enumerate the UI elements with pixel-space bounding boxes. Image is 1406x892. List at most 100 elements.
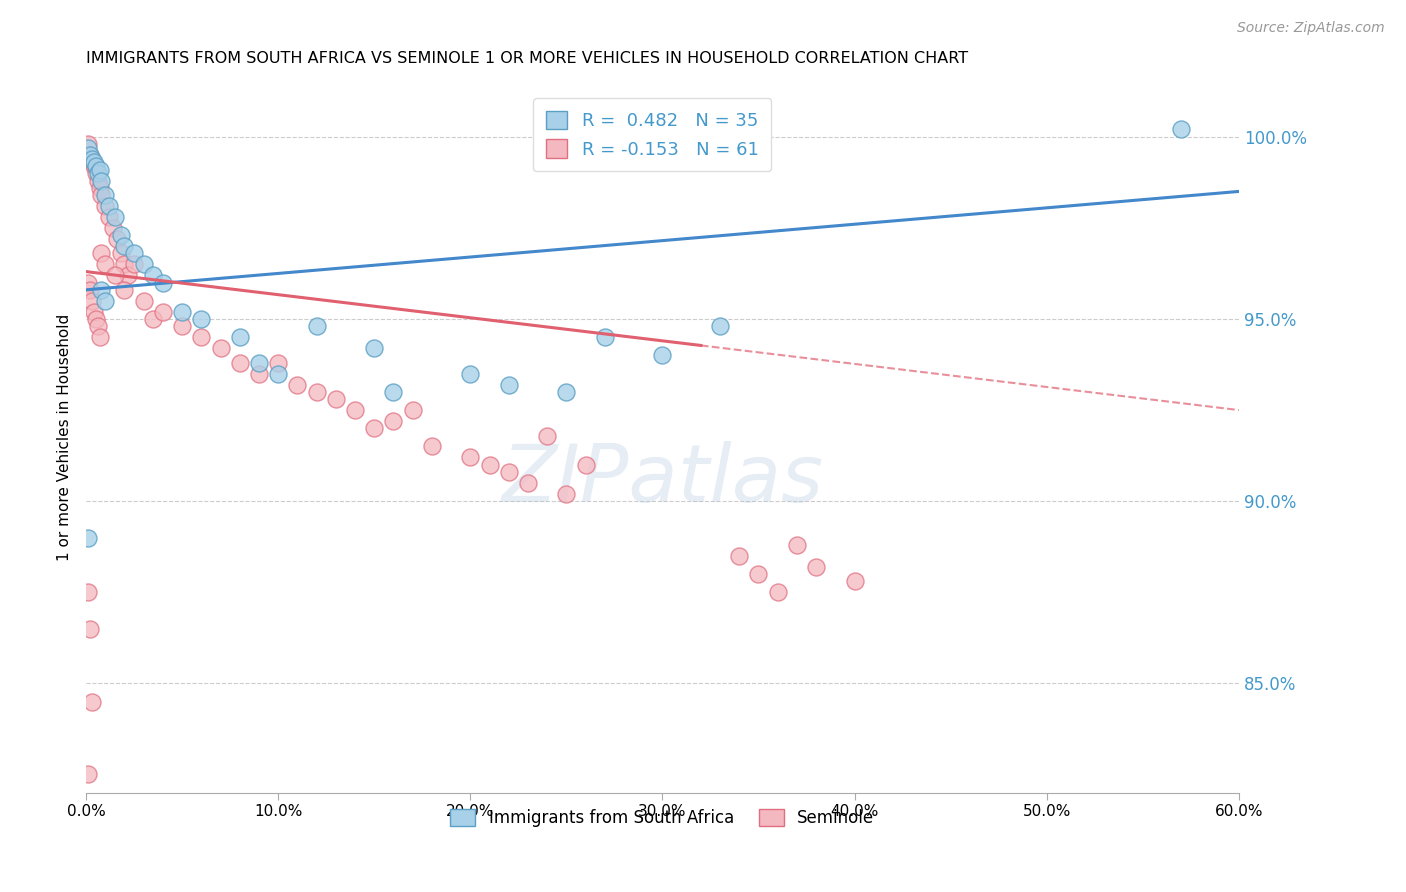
Point	[110, 228, 132, 243]
Point	[122, 246, 145, 260]
Point	[498, 377, 520, 392]
Point	[105, 232, 128, 246]
Point	[458, 450, 481, 465]
Point	[593, 330, 616, 344]
Point	[172, 304, 194, 318]
Point	[766, 585, 789, 599]
Point	[498, 465, 520, 479]
Point	[79, 148, 101, 162]
Point	[458, 367, 481, 381]
Point	[117, 268, 139, 283]
Point	[79, 148, 101, 162]
Point	[728, 549, 751, 563]
Point	[104, 268, 127, 283]
Point	[363, 421, 385, 435]
Point	[114, 239, 136, 253]
Point	[94, 293, 117, 308]
Point	[84, 159, 107, 173]
Point	[80, 152, 103, 166]
Point	[152, 304, 174, 318]
Point	[574, 458, 596, 472]
Point	[94, 199, 117, 213]
Point	[89, 181, 111, 195]
Point	[79, 283, 101, 297]
Point	[77, 531, 100, 545]
Point	[142, 312, 165, 326]
Point	[83, 304, 105, 318]
Point	[110, 246, 132, 260]
Point	[152, 276, 174, 290]
Point	[101, 220, 124, 235]
Point	[86, 319, 108, 334]
Point	[142, 268, 165, 283]
Point	[77, 137, 100, 152]
Point	[89, 162, 111, 177]
Point	[132, 293, 155, 308]
Point	[104, 210, 127, 224]
Point	[229, 356, 252, 370]
Point	[94, 188, 117, 202]
Point	[98, 199, 121, 213]
Point	[77, 585, 100, 599]
Point	[114, 283, 136, 297]
Point	[305, 384, 328, 399]
Point	[804, 559, 827, 574]
Point	[84, 312, 107, 326]
Point	[305, 319, 328, 334]
Point	[83, 155, 105, 169]
Point	[267, 367, 290, 381]
Text: Source: ZipAtlas.com: Source: ZipAtlas.com	[1237, 21, 1385, 35]
Text: IMMIGRANTS FROM SOUTH AFRICA VS SEMINOLE 1 OR MORE VEHICLES IN HOUSEHOLD CORRELA: IMMIGRANTS FROM SOUTH AFRICA VS SEMINOLE…	[86, 51, 969, 66]
Point	[363, 341, 385, 355]
Point	[229, 330, 252, 344]
Point	[651, 348, 673, 362]
Point	[77, 141, 100, 155]
Point	[84, 166, 107, 180]
Y-axis label: 1 or more Vehicles in Household: 1 or more Vehicles in Household	[58, 314, 72, 561]
Point	[382, 414, 405, 428]
Point	[786, 538, 808, 552]
Point	[555, 487, 578, 501]
Point	[287, 377, 309, 392]
Point	[709, 319, 731, 334]
Point	[209, 341, 232, 355]
Point	[80, 155, 103, 169]
Point	[114, 257, 136, 271]
Point	[132, 257, 155, 271]
Point	[83, 159, 105, 173]
Point	[267, 356, 290, 370]
Point	[247, 356, 270, 370]
Point	[77, 767, 100, 781]
Point	[80, 293, 103, 308]
Point	[79, 622, 101, 636]
Legend: Immigrants from South Africa, Seminole: Immigrants from South Africa, Seminole	[444, 803, 882, 834]
Point	[844, 574, 866, 589]
Point	[90, 173, 112, 187]
Point	[86, 166, 108, 180]
Point	[80, 695, 103, 709]
Point	[86, 173, 108, 187]
Point	[122, 257, 145, 271]
Point	[90, 246, 112, 260]
Point	[172, 319, 194, 334]
Point	[89, 330, 111, 344]
Point	[555, 384, 578, 399]
Point	[190, 330, 212, 344]
Point	[402, 403, 425, 417]
Point	[247, 367, 270, 381]
Point	[190, 312, 212, 326]
Point	[516, 475, 538, 490]
Point	[747, 567, 769, 582]
Point	[77, 276, 100, 290]
Point	[478, 458, 501, 472]
Text: ZIPatlas: ZIPatlas	[502, 441, 824, 519]
Point	[94, 257, 117, 271]
Point	[90, 188, 112, 202]
Point	[1170, 122, 1192, 136]
Point	[90, 283, 112, 297]
Point	[382, 384, 405, 399]
Point	[420, 440, 443, 454]
Point	[536, 428, 558, 442]
Point	[325, 392, 347, 406]
Point	[344, 403, 367, 417]
